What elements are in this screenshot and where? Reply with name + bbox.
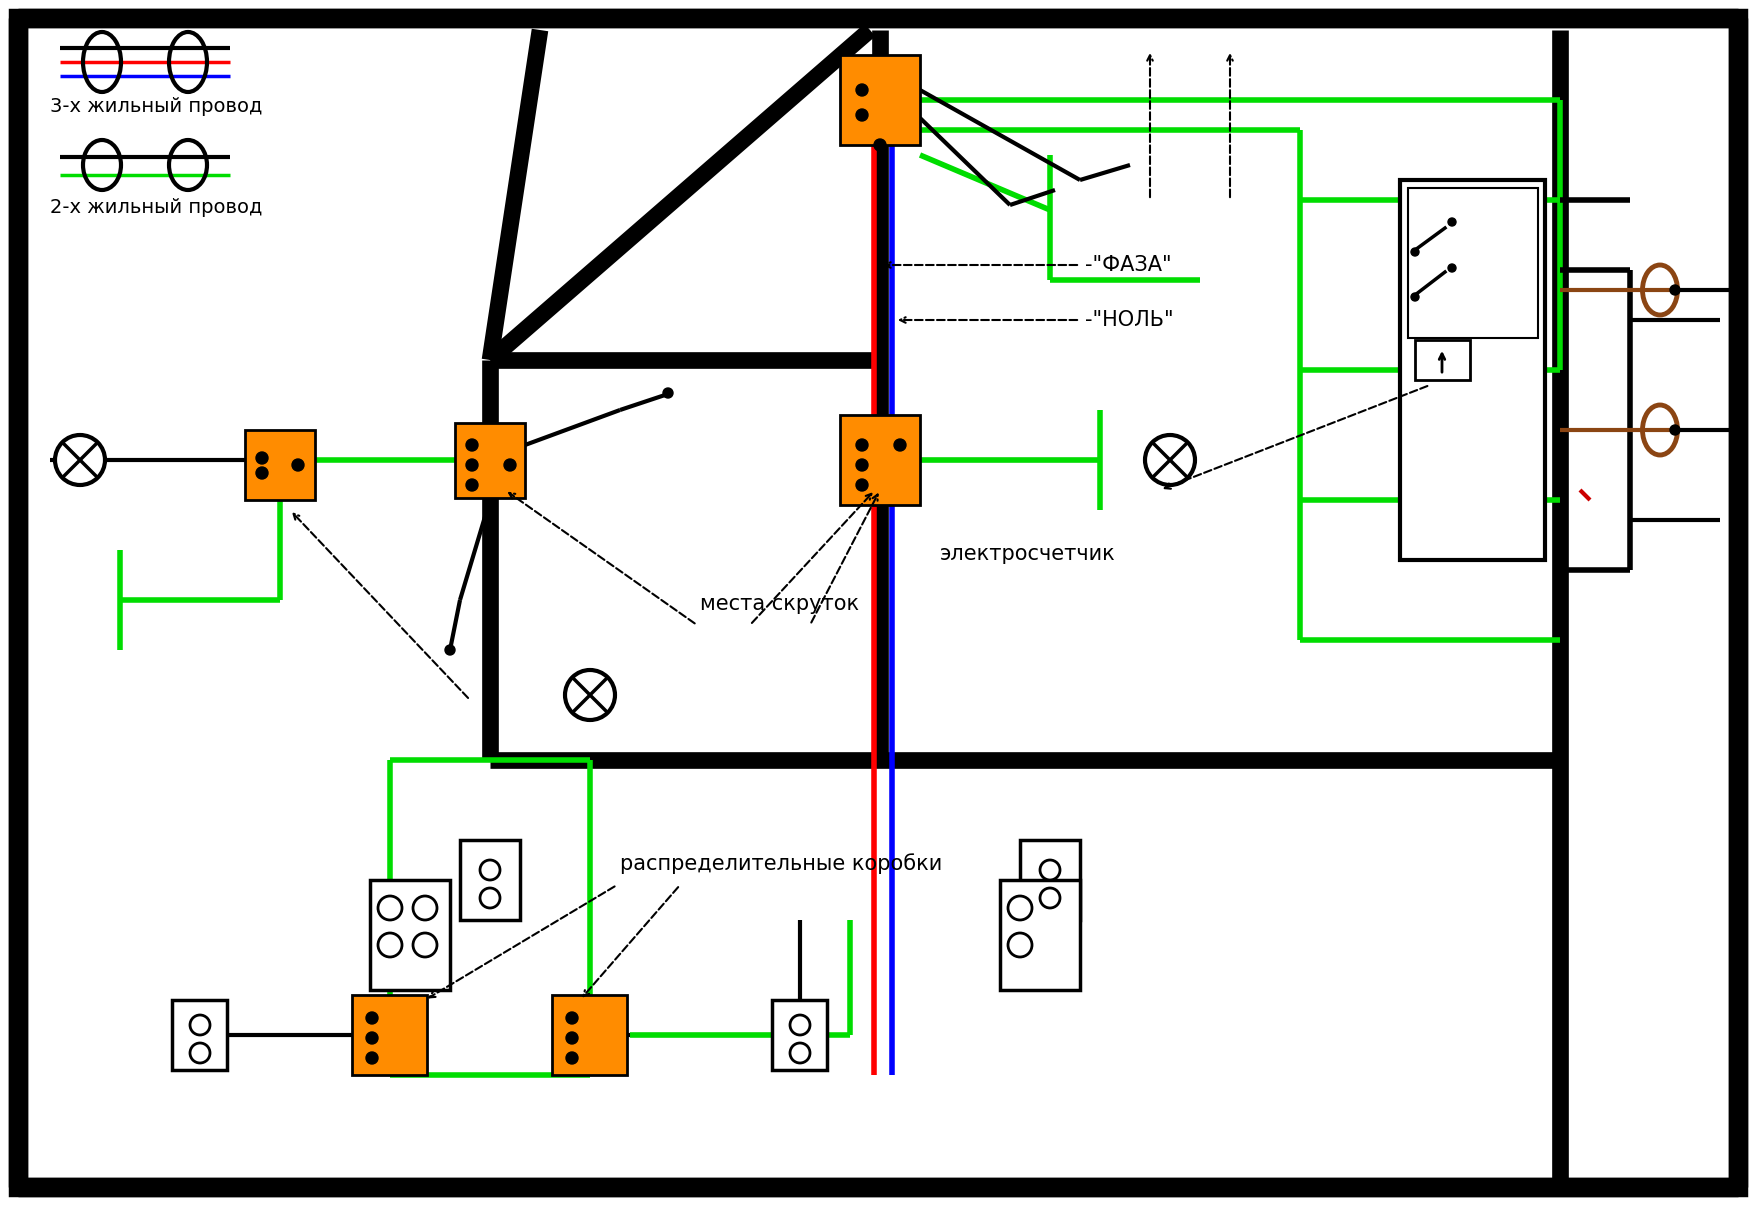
Circle shape <box>1411 248 1418 255</box>
Circle shape <box>855 84 867 96</box>
Text: -"НОЛЬ": -"НОЛЬ" <box>1085 310 1172 330</box>
Bar <box>1415 340 1469 380</box>
Circle shape <box>256 468 269 480</box>
Bar <box>246 430 314 500</box>
Circle shape <box>377 933 402 957</box>
Circle shape <box>256 452 269 464</box>
Circle shape <box>1669 286 1680 295</box>
Bar <box>772 1000 827 1070</box>
Circle shape <box>465 439 477 451</box>
Circle shape <box>291 459 304 471</box>
Circle shape <box>377 897 402 919</box>
Circle shape <box>190 1044 211 1063</box>
Circle shape <box>444 645 455 656</box>
Circle shape <box>412 933 437 957</box>
Text: 2-х жильный провод: 2-х жильный провод <box>49 198 261 217</box>
Circle shape <box>790 1044 809 1063</box>
Circle shape <box>465 480 477 490</box>
Text: места скруток: места скруток <box>700 594 858 615</box>
Text: электросчетчик: электросчетчик <box>939 543 1114 564</box>
Circle shape <box>1039 860 1060 880</box>
Bar <box>460 840 519 919</box>
Bar <box>455 423 525 498</box>
Circle shape <box>565 1012 577 1024</box>
Circle shape <box>855 108 867 121</box>
Circle shape <box>663 388 672 398</box>
Circle shape <box>1039 888 1060 909</box>
Circle shape <box>565 670 614 721</box>
Circle shape <box>1448 264 1455 272</box>
Bar <box>999 880 1079 991</box>
Circle shape <box>465 459 477 471</box>
Circle shape <box>1007 897 1032 919</box>
Text: -"ФАЗА": -"ФАЗА" <box>1085 255 1171 275</box>
Circle shape <box>855 480 867 490</box>
Bar <box>1020 840 1079 919</box>
Bar <box>172 1000 228 1070</box>
Circle shape <box>1007 933 1032 957</box>
Circle shape <box>1144 435 1195 484</box>
Circle shape <box>874 139 886 151</box>
Circle shape <box>365 1031 377 1044</box>
Bar <box>553 995 627 1075</box>
Circle shape <box>893 439 906 451</box>
Text: распределительные коробки: распределительные коробки <box>620 853 942 874</box>
Bar <box>1399 180 1544 560</box>
Bar <box>1408 188 1537 337</box>
Circle shape <box>479 888 500 909</box>
Circle shape <box>1669 425 1680 435</box>
Circle shape <box>855 439 867 451</box>
Circle shape <box>479 860 500 880</box>
Text: 3-х жильный провод: 3-х жильный провод <box>49 96 261 116</box>
Circle shape <box>1448 218 1455 227</box>
Circle shape <box>365 1012 377 1024</box>
Circle shape <box>1411 293 1418 301</box>
Circle shape <box>790 1015 809 1035</box>
Circle shape <box>412 897 437 919</box>
Circle shape <box>565 1031 577 1044</box>
Circle shape <box>365 1052 377 1064</box>
Circle shape <box>54 435 105 484</box>
Bar <box>370 880 449 991</box>
Bar <box>353 995 426 1075</box>
Circle shape <box>855 459 867 471</box>
Circle shape <box>190 1015 211 1035</box>
Bar <box>839 415 920 505</box>
Circle shape <box>565 1052 577 1064</box>
Bar <box>839 55 920 145</box>
Circle shape <box>504 459 516 471</box>
